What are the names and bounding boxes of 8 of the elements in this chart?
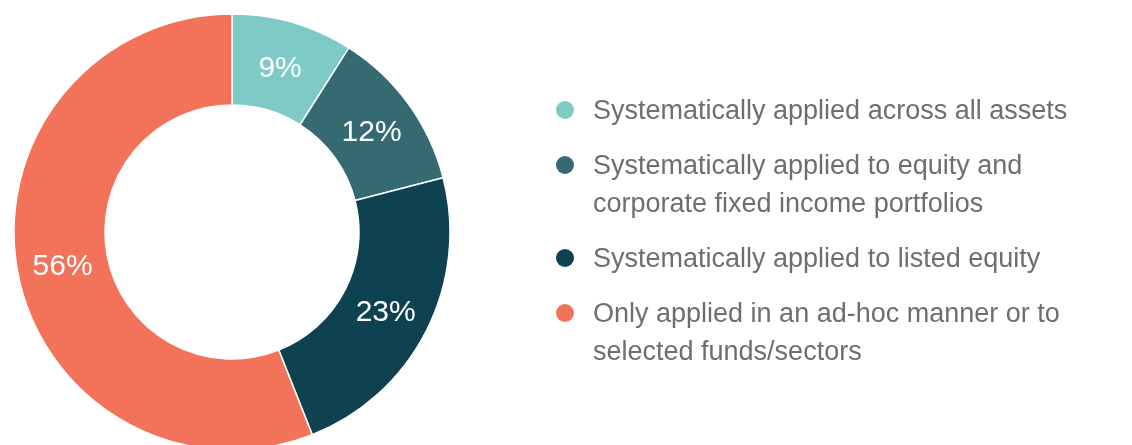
data-label: 9% — [258, 49, 302, 83]
legend-label: Systematically applied across all assets — [593, 95, 1068, 125]
legend-label: Systematically applied to equity and corporate fixed income portfolios — [593, 150, 1023, 218]
legend-label: Systematically applied to listed equity — [593, 243, 1041, 273]
legend-label: Only applied in an ad-hoc manner or to selected funds/sectors — [593, 298, 1060, 366]
data-label: 23% — [355, 293, 416, 327]
data-label: 12% — [341, 114, 402, 148]
data-label: 56% — [32, 247, 93, 281]
